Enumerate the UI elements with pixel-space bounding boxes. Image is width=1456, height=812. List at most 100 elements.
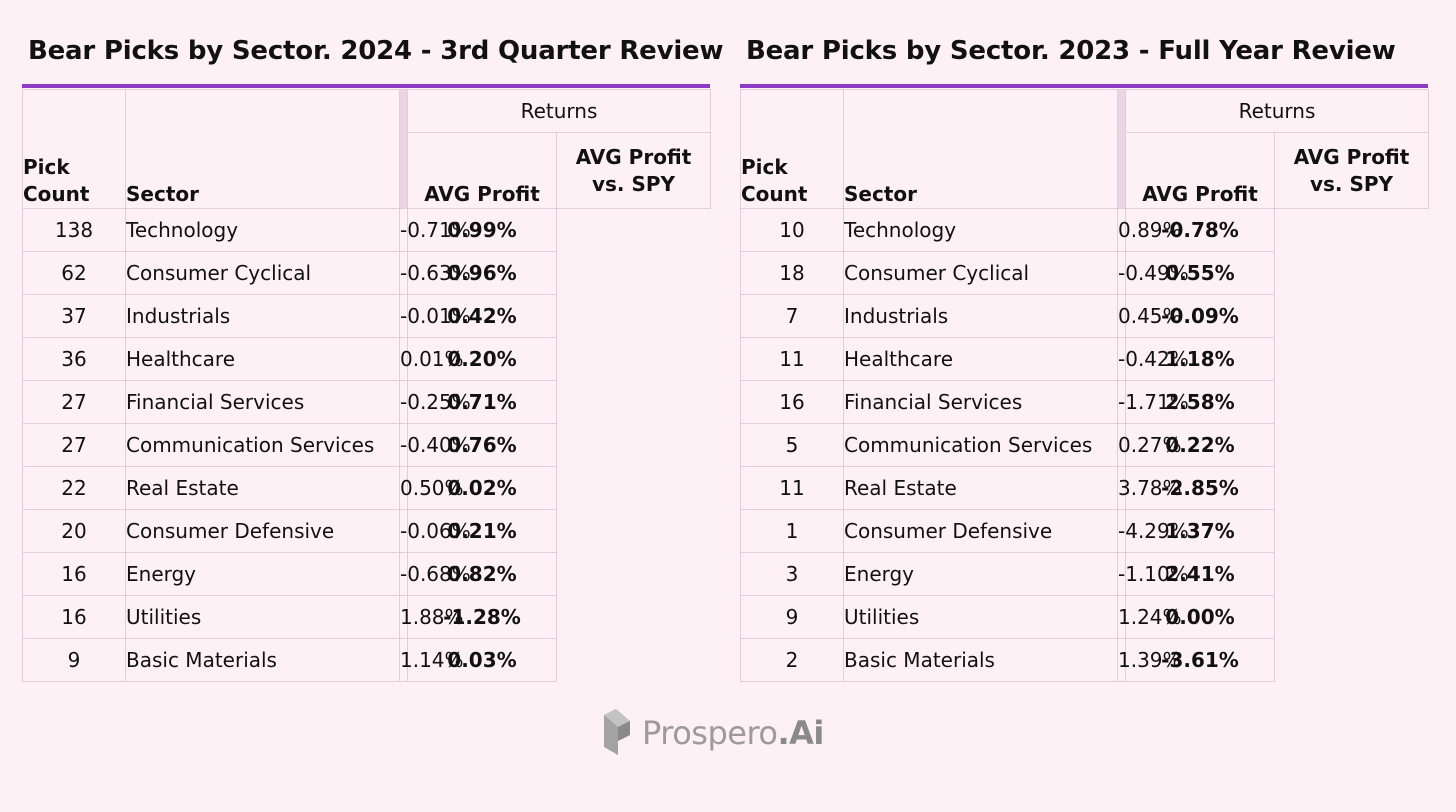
sector-cell: Technology — [843, 208, 1118, 252]
header-pick-count: Pick Count — [740, 89, 844, 209]
pick-count-cell: 3 — [740, 552, 844, 596]
prospero-logo-icon — [604, 709, 630, 755]
avg-profit-vs-spy-cell: -0.09% — [1125, 294, 1275, 338]
table-title: Bear Picks by Sector. 2024 - 3rd Quarter… — [28, 36, 724, 66]
sector-cell: Real Estate — [125, 466, 400, 510]
table-title: Bear Picks by Sector. 2023 - Full Year R… — [746, 36, 1396, 66]
avg-profit-cell: 1.24% — [1117, 595, 1182, 639]
header-avg-profit-vs-spy: AVG Profit vs. SPY — [555, 132, 712, 209]
header-avg-profit-vs-spy: AVG Profit vs. SPY — [1273, 132, 1430, 209]
sector-cell: Consumer Cyclical — [125, 251, 400, 295]
avg-profit-cell: 0.27% — [1117, 423, 1182, 467]
table-row: 9 Utilities 1.24% 0.00% — [740, 595, 1429, 639]
pick-count-cell: 10 — [740, 208, 844, 252]
pick-count-cell: 62 — [22, 251, 126, 295]
header-sector: Sector — [843, 89, 1118, 209]
table-row: 36 Healthcare 0.01% 0.20% — [22, 337, 711, 381]
prospero-logo: Prospero.Ai — [602, 709, 832, 757]
avg-profit-cell: 0.50% — [399, 466, 464, 510]
column-separator — [1117, 89, 1126, 209]
avg-profit-cell: -1.71% — [1117, 380, 1189, 424]
header-avg-profit: AVG Profit — [407, 132, 557, 209]
avg-profit-vs-spy-cell: -1.28% — [407, 595, 557, 639]
logo-wordmark: Prospero.Ai — [642, 714, 824, 752]
table-row: 37 Industrials -0.01% 0.42% — [22, 294, 711, 338]
pick-count-cell: 138 — [22, 208, 126, 252]
table-row: 22 Real Estate 0.50% 0.02% — [22, 466, 711, 510]
avg-profit-cell: 1.14% — [399, 638, 464, 682]
avg-profit-vs-spy-cell: 0.55% — [1125, 251, 1275, 295]
avg-profit-cell: 0.45% — [1117, 294, 1182, 338]
pick-count-cell: 11 — [740, 466, 844, 510]
sector-cell: Utilities — [125, 595, 400, 639]
pick-count-cell: 36 — [22, 337, 126, 381]
avg-profit-vs-spy-cell: 0.82% — [407, 552, 557, 596]
table-row: 27 Communication Services -0.40% 0.76% — [22, 423, 711, 467]
sector-cell: Real Estate — [843, 466, 1118, 510]
sector-cell: Industrials — [843, 294, 1118, 338]
table-row: 9 Basic Materials 1.14% 0.03% — [22, 638, 711, 682]
table-row: 5 Communication Services 0.27% 0.22% — [740, 423, 1429, 467]
sector-cell: Healthcare — [125, 337, 400, 381]
title-accent-line — [22, 84, 710, 88]
avg-profit-vs-spy-cell: 0.02% — [407, 466, 557, 510]
table-row: 7 Industrials 0.45% -0.09% — [740, 294, 1429, 338]
pick-count-cell: 5 — [740, 423, 844, 467]
avg-profit-cell: 0.89% — [1117, 208, 1182, 252]
table-row: 3 Energy -1.10% 2.41% — [740, 552, 1429, 596]
avg-profit-vs-spy-cell: 0.71% — [407, 380, 557, 424]
header-pick-count-label: Pick Count — [23, 155, 90, 206]
pick-count-cell: 18 — [740, 251, 844, 295]
avg-profit-cell: -0.68% — [399, 552, 471, 596]
avg-profit-cell: -0.06% — [399, 509, 471, 553]
avg-profit-cell: 0.01% — [399, 337, 464, 381]
table-row: 20 Consumer Defensive -0.06% 0.21% — [22, 509, 711, 553]
avg-profit-cell: -0.71% — [399, 208, 471, 252]
pick-count-cell: 16 — [22, 552, 126, 596]
table-row: 10 Technology 0.89% -0.78% — [740, 208, 1429, 252]
sector-cell: Financial Services — [843, 380, 1118, 424]
pick-count-cell: 11 — [740, 337, 844, 381]
header-avg-profit-vs-spy-label: AVG Profit vs. SPY — [575, 144, 692, 196]
pick-count-cell: 16 — [22, 595, 126, 639]
sector-table: Pick Count Sector Returns AVG Profit AVG … — [740, 89, 1430, 682]
pick-count-cell: 7 — [740, 294, 844, 338]
pick-count-cell: 16 — [740, 380, 844, 424]
table-body: 138 Technology -0.71% 0.99% 62 Consumer Cycli… — [22, 208, 711, 682]
pick-count-cell: 37 — [22, 294, 126, 338]
table-row: 2 Basic Materials 1.39% -3.61% — [740, 638, 1429, 682]
avg-profit-vs-spy-cell: 0.21% — [407, 509, 557, 553]
pick-count-cell: 2 — [740, 638, 844, 682]
sector-cell: Consumer Cyclical — [843, 251, 1118, 295]
pick-count-cell: 27 — [22, 380, 126, 424]
sector-cell: Consumer Defensive — [843, 509, 1118, 553]
pick-count-cell: 1 — [740, 509, 844, 553]
avg-profit-vs-spy-cell: -3.61% — [1125, 638, 1275, 682]
avg-profit-cell: -0.42% — [1117, 337, 1189, 381]
table-row: 16 Utilities 1.88% -1.28% — [22, 595, 711, 639]
pick-count-cell: 22 — [22, 466, 126, 510]
header-returns: Returns — [406, 89, 712, 133]
title-accent-line — [740, 84, 1428, 88]
sector-cell: Utilities — [843, 595, 1118, 639]
sector-table: Pick Count Sector Returns AVG Profit AVG … — [22, 89, 712, 682]
avg-profit-cell: -0.25% — [399, 380, 471, 424]
pick-count-cell: 9 — [22, 638, 126, 682]
avg-profit-vs-spy-cell: 0.20% — [407, 337, 557, 381]
pick-count-cell: 9 — [740, 595, 844, 639]
sector-cell: Communication Services — [843, 423, 1118, 467]
table-row: 138 Technology -0.71% 0.99% — [22, 208, 711, 252]
sector-cell: Basic Materials — [843, 638, 1118, 682]
avg-profit-vs-spy-cell: 0.76% — [407, 423, 557, 467]
avg-profit-cell: -0.01% — [399, 294, 471, 338]
table-row: 27 Financial Services -0.25% 0.71% — [22, 380, 711, 424]
table-row: 1 Consumer Defensive -4.29% 1.37% — [740, 509, 1429, 553]
avg-profit-cell: -0.49% — [1117, 251, 1189, 295]
avg-profit-vs-spy-cell: 0.00% — [1125, 595, 1275, 639]
avg-profit-cell: -0.63% — [399, 251, 471, 295]
table-body: 10 Technology 0.89% -0.78% 18 Consumer Cyclic… — [740, 208, 1429, 682]
table-row: 16 Financial Services -1.71% 2.58% — [740, 380, 1429, 424]
table-row: 62 Consumer Cyclical -0.63% 0.96% — [22, 251, 711, 295]
header-pick-count: Pick Count — [22, 89, 126, 209]
sector-cell: Basic Materials — [125, 638, 400, 682]
